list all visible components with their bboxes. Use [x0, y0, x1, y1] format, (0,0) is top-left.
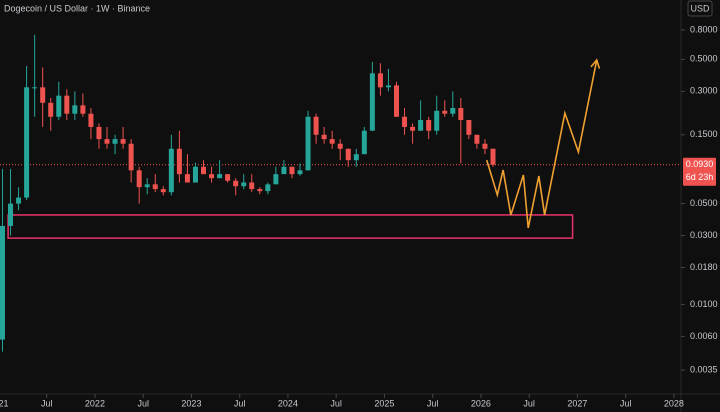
candle-body	[120, 139, 126, 144]
candle-body	[466, 119, 472, 135]
candle-body	[257, 189, 263, 192]
candle-body	[337, 143, 343, 149]
y-tick-label: 0.5000	[690, 54, 718, 64]
candle-body	[361, 130, 367, 155]
candle-body	[96, 126, 102, 140]
price-label-box	[683, 157, 716, 186]
x-tick-label: 2021	[0, 398, 8, 408]
chart-title: Dogecoin / US Dollar · 1W · Binance	[4, 3, 150, 13]
candle-body	[482, 143, 488, 149]
y-tick-label: 0.0500	[690, 198, 718, 208]
candle-body	[289, 166, 295, 175]
candle-body	[152, 184, 158, 190]
y-tick-label: 0.0035	[690, 365, 718, 375]
candle-body	[434, 110, 440, 131]
x-tick-label: 2026	[471, 398, 491, 408]
candle-body	[393, 85, 399, 117]
candle-body	[329, 139, 335, 144]
candle-body	[426, 119, 432, 131]
candle-body	[32, 87, 38, 89]
candle-body	[80, 105, 86, 114]
candle-body	[369, 73, 375, 131]
price-countdown: 6d 23h	[686, 172, 714, 182]
candle-body	[410, 126, 416, 131]
candle-body	[217, 174, 223, 179]
x-tick-label: Jul	[137, 398, 149, 408]
candle-body	[442, 110, 448, 114]
candle-body	[168, 148, 174, 193]
price-label: 0.0930	[686, 159, 714, 169]
candle-body	[24, 87, 30, 198]
candle-body	[136, 170, 142, 188]
x-tick-label: 2024	[278, 398, 298, 408]
candle-body	[144, 184, 150, 188]
candle-body	[233, 180, 239, 187]
y-tick-label: 0.0300	[690, 230, 718, 240]
candle-body	[16, 197, 22, 204]
candle-body	[64, 95, 70, 114]
candle-body	[313, 116, 319, 135]
candle-body	[192, 166, 198, 183]
projection-line	[485, 59, 598, 229]
x-tick-label: Jul	[620, 398, 632, 408]
candle-body	[160, 189, 166, 193]
candle-body	[88, 113, 94, 127]
candle-body	[40, 87, 46, 103]
projection-arrowhead	[590, 58, 601, 69]
candle-body	[273, 174, 279, 185]
candle-body	[241, 182, 247, 187]
y-tick-label: 0.0060	[690, 331, 718, 341]
candle-body	[458, 108, 464, 120]
x-tick-label: Jul	[523, 398, 535, 408]
candle-body	[72, 105, 78, 114]
candle-body	[305, 116, 311, 171]
candle-body	[377, 73, 383, 88]
candle-body	[418, 119, 424, 131]
x-tick-label: Jul	[41, 398, 53, 408]
candle-body	[56, 95, 62, 117]
candle-body	[201, 166, 207, 175]
x-tick-label: 2028	[664, 398, 684, 408]
currency[interactable]: USD	[690, 3, 710, 13]
candle-body	[184, 174, 190, 183]
candle-body	[385, 85, 391, 88]
candle-body	[209, 174, 215, 179]
x-tick-label: Jul	[234, 398, 246, 408]
candle-body	[490, 148, 496, 165]
candle-body	[281, 166, 287, 175]
x-tick-label: 2023	[181, 398, 201, 408]
candle-body	[176, 148, 182, 175]
candle-body	[297, 170, 303, 175]
candle-body	[353, 154, 359, 161]
x-tick-label: 2022	[85, 398, 105, 408]
candle-body	[225, 174, 231, 181]
candle-body	[104, 139, 110, 144]
x-tick-label: Jul	[427, 398, 439, 408]
x-tick-label: 2027	[567, 398, 587, 408]
support-zone	[7, 214, 574, 239]
y-tick-label: 0.8000	[690, 24, 718, 34]
x-tick-label: 2025	[374, 398, 394, 408]
candle-body	[48, 102, 54, 117]
candle-body	[249, 182, 255, 190]
candle-body	[345, 148, 351, 161]
candle-body	[112, 139, 118, 144]
plot-area	[0, 34, 680, 352]
y-tick-label: 0.1500	[690, 129, 718, 139]
candle-body	[265, 184, 271, 192]
candle-body	[321, 134, 327, 140]
candle-body	[474, 134, 480, 144]
x-tick-label: Jul	[330, 398, 342, 408]
candle-body	[402, 116, 408, 127]
currency-box[interactable]	[687, 0, 713, 17]
candle-body	[450, 108, 456, 114]
candle-body	[8, 203, 14, 226]
candle-body	[0, 225, 5, 340]
y-tick-label: 0.0180	[690, 262, 718, 272]
y-tick-label: 0.3000	[690, 86, 718, 96]
candle-body	[128, 143, 134, 171]
y-tick-label: 0.0100	[690, 299, 718, 309]
